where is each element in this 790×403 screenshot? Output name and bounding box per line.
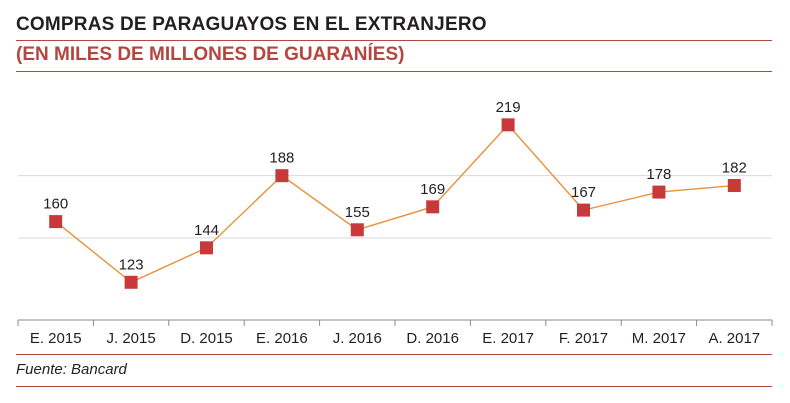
data-point — [49, 215, 63, 229]
data-label: 167 — [571, 184, 596, 201]
x-tick-label: E. 2015 — [30, 330, 82, 347]
data-label: 178 — [646, 166, 671, 183]
data-point — [727, 179, 741, 193]
data-point — [501, 118, 515, 132]
data-label: 155 — [345, 204, 370, 221]
subtitle-divider — [16, 71, 772, 72]
x-tick-label: F. 2017 — [559, 330, 608, 347]
title-divider — [16, 40, 772, 41]
x-tick-label: A. 2017 — [708, 330, 760, 347]
data-label: 123 — [119, 256, 144, 273]
data-label: 144 — [194, 222, 219, 239]
data-point — [200, 241, 213, 255]
data-point — [350, 223, 364, 237]
data-point — [124, 275, 138, 289]
chart-subtitle: (EN MILES DE MILLONES DE GUARANÍES) — [16, 44, 405, 65]
x-tick-label: M. 2017 — [632, 330, 686, 347]
x-tick-label: J. 2015 — [106, 330, 155, 347]
data-point — [577, 203, 590, 217]
data-label: 219 — [496, 99, 521, 116]
data-label: 182 — [722, 160, 747, 177]
data-point — [275, 169, 289, 183]
x-tick-label: J. 2016 — [333, 330, 382, 347]
x-tick-label: D. 2016 — [406, 330, 459, 347]
source-note: Fuente: Bancard — [16, 361, 127, 378]
data-label: 169 — [420, 181, 445, 198]
data-label: 188 — [269, 150, 294, 167]
source-divider — [16, 354, 772, 355]
data-label: 160 — [43, 196, 68, 213]
x-tick-label: E. 2016 — [256, 330, 308, 347]
data-point — [426, 200, 440, 214]
x-tick-label: E. 2017 — [482, 330, 534, 347]
data-point — [652, 185, 666, 199]
chart-title: COMPRAS DE PARAGUAYOS EN EL EXTRANJERO — [16, 14, 487, 35]
bottom-divider — [16, 386, 772, 387]
x-tick-label: D. 2015 — [180, 330, 233, 347]
series-line — [55, 123, 735, 284]
